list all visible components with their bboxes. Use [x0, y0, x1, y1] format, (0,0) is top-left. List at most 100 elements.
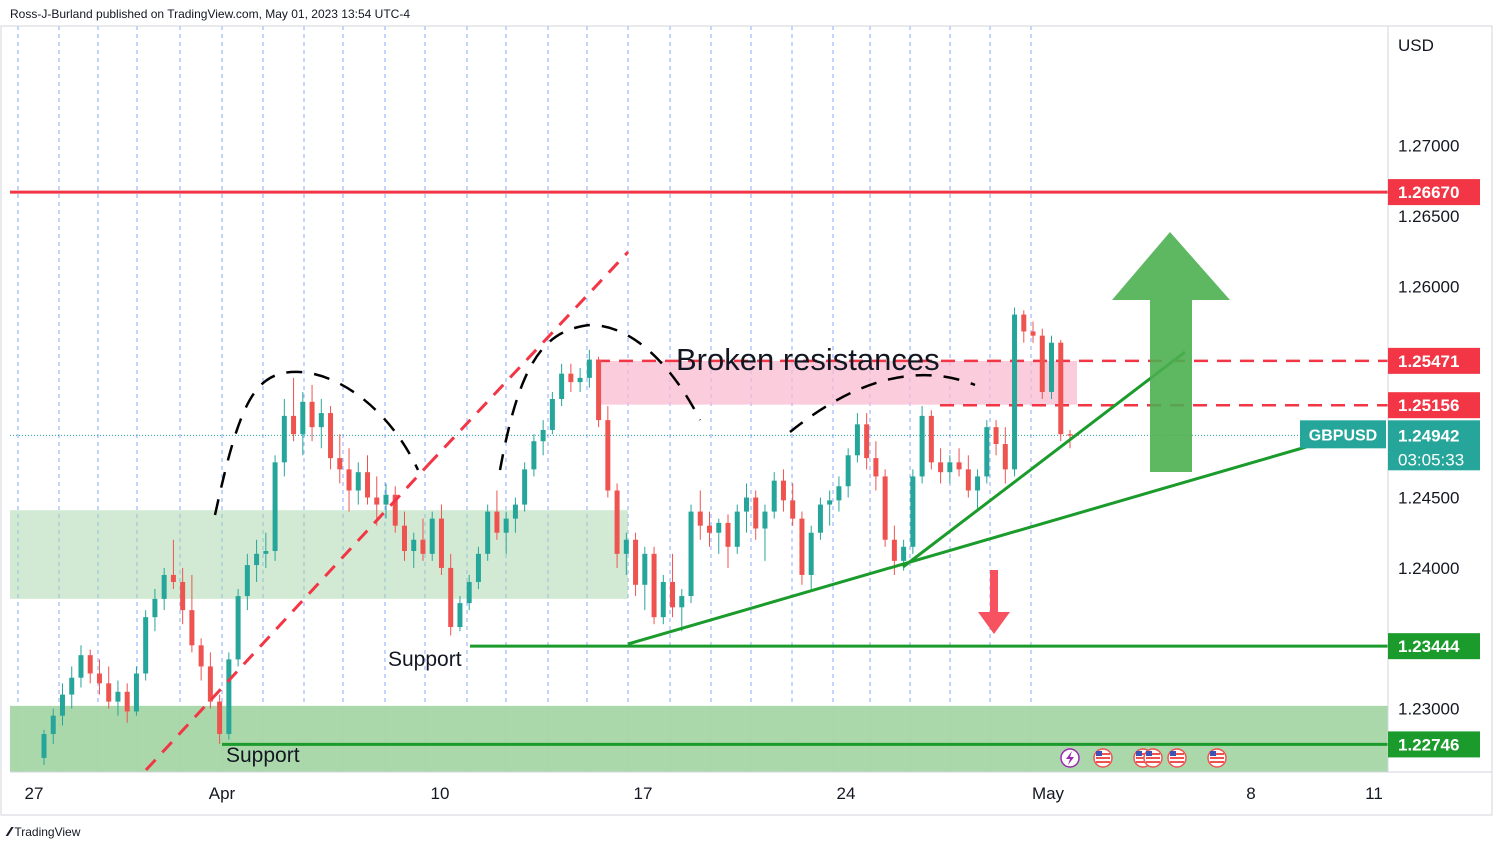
candle-body: [512, 504, 518, 519]
candle-body: [975, 476, 981, 491]
candle-body: [374, 497, 380, 505]
lightning-event-icon[interactable]: [1060, 748, 1080, 768]
candle-body: [401, 525, 407, 552]
event-icons: [1060, 748, 1227, 768]
price-badge-support: [1388, 633, 1480, 660]
arrow-down-icon[interactable]: [978, 570, 1010, 634]
candle-body: [263, 551, 269, 554]
us-flag-event-icon[interactable]: [1167, 748, 1187, 768]
candle-body: [254, 553, 260, 566]
candle-body: [1039, 335, 1045, 392]
x-tick-label: 10: [431, 784, 450, 803]
x-tick-label: 11: [1365, 784, 1383, 803]
candle-body: [993, 427, 999, 445]
candle-body: [864, 424, 870, 459]
support-label-lower: Support: [226, 744, 300, 767]
x-tick-label: May: [1032, 784, 1065, 803]
last-price-badge: [1388, 420, 1480, 471]
price-badge-value: 1.25156: [1398, 396, 1459, 415]
candle-body: [928, 415, 934, 463]
candle-body: [762, 511, 768, 529]
y-tick-label: 1.26000: [1398, 277, 1459, 296]
candle-body: [660, 581, 666, 618]
candle-body: [365, 472, 371, 498]
candle-body: [466, 581, 472, 604]
candle-body: [984, 427, 990, 477]
candle-body: [697, 511, 703, 526]
annotations: Broken resistances Support Support: [226, 342, 940, 767]
candle-body: [87, 655, 93, 674]
candle-body: [633, 539, 639, 585]
candle-body: [300, 401, 306, 435]
us-flag-event-icon[interactable]: [1093, 748, 1113, 768]
symbol-badge[interactable]: [1300, 420, 1386, 449]
last-price-value: 1.24942: [1398, 426, 1459, 445]
candles: [41, 307, 1073, 765]
candle-body: [429, 518, 435, 554]
candle-body: [771, 480, 777, 512]
candle-body: [549, 399, 555, 430]
candle-body: [411, 539, 417, 552]
candle-body: [1058, 342, 1064, 435]
candle-body: [124, 691, 130, 712]
price-axis: USD 1.27000 1.26500 1.26000 1.24500 1.24000 1.…: [1398, 36, 1459, 719]
x-tick-label: 8: [1246, 784, 1255, 803]
candle-body: [577, 377, 583, 383]
candle-body: [244, 565, 250, 597]
candle-body: [559, 373, 565, 399]
candle-body: [41, 733, 47, 758]
head-curve[interactable]: [498, 323, 702, 471]
candle-body: [623, 539, 629, 554]
candle-body: [1049, 342, 1055, 392]
candle-body: [337, 458, 343, 470]
candle-body: [956, 462, 962, 470]
candle-body: [605, 420, 611, 491]
candle-body: [226, 659, 232, 734]
candle-body: [96, 673, 102, 684]
candle-body: [522, 469, 528, 505]
right-shoulder-curve[interactable]: [789, 374, 976, 433]
horizontal-levels: [10, 190, 1388, 746]
trendline-green-long[interactable]: [627, 445, 1307, 646]
support-label-upper: Support: [388, 648, 462, 671]
us-flag-event-icon[interactable]: [1207, 748, 1227, 768]
candle-body: [152, 598, 158, 618]
candle-body: [198, 645, 204, 667]
candle-body: [780, 480, 786, 501]
price-badge-value: 1.23444: [1398, 637, 1460, 656]
trendline-red-upper[interactable]: [426, 250, 630, 467]
candle-body: [383, 494, 389, 505]
candle-body: [642, 553, 648, 585]
currency-label: USD: [1398, 36, 1434, 55]
zone-green: [10, 510, 628, 599]
left-shoulder-curve[interactable]: [213, 370, 420, 516]
trendline-red-lower[interactable]: [144, 463, 430, 772]
us-flag-event-icon[interactable]: [1143, 748, 1163, 768]
candle-body: [614, 490, 620, 554]
candle-body: [133, 673, 139, 712]
trendline-green-steep[interactable]: [902, 350, 1186, 569]
tradingview-brand[interactable]: ⁄⁄ TradingView: [8, 824, 80, 839]
bar-countdown: 03:05:33: [1398, 450, 1464, 469]
chart-frame: [0, 25, 1493, 816]
candle-body: [291, 415, 297, 435]
drawings: [144, 232, 1307, 772]
arrow-up-icon[interactable]: [1112, 232, 1230, 472]
candle-body: [272, 462, 278, 552]
candle-body: [355, 472, 361, 491]
candle-body: [189, 610, 195, 646]
candle-body: [180, 581, 186, 611]
price-badge-resistance: [1388, 179, 1480, 206]
candle-body: [115, 691, 121, 702]
brand-label: TradingView: [14, 824, 81, 839]
candle-body: [910, 476, 916, 547]
candle-body: [1002, 444, 1008, 470]
candle-body: [420, 539, 426, 554]
candle-body: [743, 497, 749, 512]
x-tick-label: Apr: [209, 784, 236, 803]
candle-body: [207, 666, 213, 702]
candle-body: [651, 553, 657, 618]
candle-body: [69, 677, 75, 695]
candle-body: [235, 596, 241, 660]
